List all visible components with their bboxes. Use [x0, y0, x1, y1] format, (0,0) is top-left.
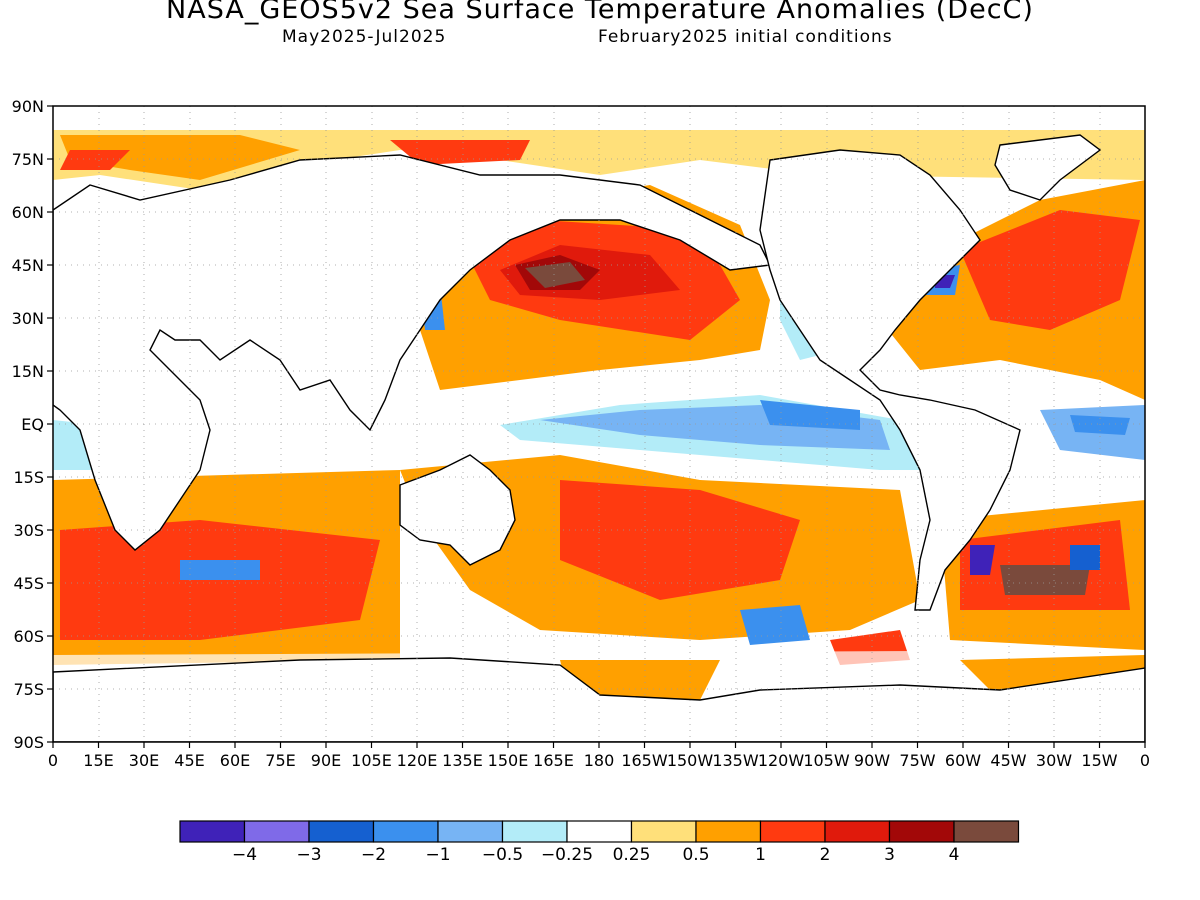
chart-title: NASA_GEOS5v2 Sea Surface Temperature Ano… [166, 0, 1034, 25]
lat-tick-label: 60S [13, 627, 44, 646]
lat-tick-label: EQ [21, 415, 44, 434]
lon-tick-label: 60E [220, 751, 250, 770]
lat-tick-label: 60N [12, 203, 44, 222]
colorbar-swatch [888, 820, 955, 843]
lon-tick-label: 45W [990, 751, 1026, 770]
lon-tick-label: 105E [351, 751, 392, 770]
lon-tick-label: 165E [533, 751, 574, 770]
lon-tick-label: 90E [311, 751, 341, 770]
lon-tick-label: 135W [712, 751, 759, 770]
lat-tick-label: 15S [13, 468, 44, 487]
lon-tick-label: 150E [488, 751, 529, 770]
lon-tick-label: 165W [621, 751, 668, 770]
lat-tick-label: 75N [12, 150, 44, 169]
lon-tick-label: 120E [397, 751, 438, 770]
lon-tick-label: 60W [945, 751, 981, 770]
lon-tick-label: 0 [48, 751, 58, 770]
lon-tick-label: 150W [667, 751, 714, 770]
longitude-axis: 0 15E 30E 45E 60E 75E 90E 105E 120E 135E 150E 165E 1… [48, 742, 1150, 770]
lat-tick-label: 15N [12, 362, 44, 381]
colorbar-swatch [243, 820, 310, 843]
colorbar-label: 3 [884, 845, 895, 865]
lon-tick-label: 90W [854, 751, 890, 770]
lon-tick-label: 75E [265, 751, 295, 770]
lon-tick-label: 30E [129, 751, 159, 770]
colorbar-label: 0.5 [682, 845, 709, 865]
lon-tick-label: 45E [174, 751, 204, 770]
lon-tick-label: 30W [1036, 751, 1072, 770]
colorbar-swatch [179, 820, 246, 843]
colorbar-swatch [566, 820, 633, 843]
colorbar-label: 4 [949, 845, 960, 865]
colorbar-label: −2 [361, 845, 386, 865]
lon-tick-label: 135E [442, 751, 483, 770]
colorbar-swatch [630, 820, 697, 843]
latitude-axis: 90N 75N 60N 45N 30N 15N EQ 15S 30S 45S 60S 75S 90S [12, 97, 53, 752]
lat-tick-label: 75S [13, 680, 44, 699]
gridlines [53, 106, 1145, 742]
colorbar-label: 1 [755, 845, 766, 865]
lat-tick-label: 90N [12, 97, 44, 116]
lon-tick-label: 15E [83, 751, 113, 770]
colorbar-label: −0.25 [541, 845, 593, 865]
colorbar-label: −4 [232, 845, 257, 865]
colorbar-label: 2 [820, 845, 831, 865]
colorbar-swatch [824, 820, 891, 843]
lat-tick-label: 30N [12, 309, 44, 328]
colorbar-swatch [501, 820, 568, 843]
colorbar-swatch [308, 820, 375, 843]
colorbar-label: −3 [296, 845, 321, 865]
lon-tick-label: 105W [803, 751, 850, 770]
lon-tick-label: 15W [1081, 751, 1117, 770]
lon-tick-label: 0 [1140, 751, 1150, 770]
colorbar-label: 0.25 [613, 845, 651, 865]
colorbar-swatch [695, 820, 762, 843]
colorbar-swatch [759, 820, 826, 843]
lon-tick-label: 75W [899, 751, 935, 770]
colorbar-label: −0.5 [482, 845, 523, 865]
colorbar-label: −1 [425, 845, 450, 865]
lon-tick-label: 120W [758, 751, 805, 770]
lat-tick-label: 90S [13, 733, 44, 752]
lat-tick-label: 30S [13, 521, 44, 540]
lat-tick-label: 45S [13, 574, 44, 593]
colorbar-swatch [953, 820, 1020, 843]
lat-tick-label: 45N [12, 256, 44, 275]
lon-tick-label: 180 [584, 751, 615, 770]
colorbar-swatch [372, 820, 439, 843]
colorbar-swatch [437, 820, 504, 843]
colorbar-legend: −4 −3 −2 −1 −0.5 −0.25 0.25 0.5 1 2 3 4 [179, 820, 1020, 865]
subtitle-initial-conditions: February2025 initial conditions [598, 27, 893, 47]
subtitle-period: May2025-Jul2025 [282, 27, 447, 47]
